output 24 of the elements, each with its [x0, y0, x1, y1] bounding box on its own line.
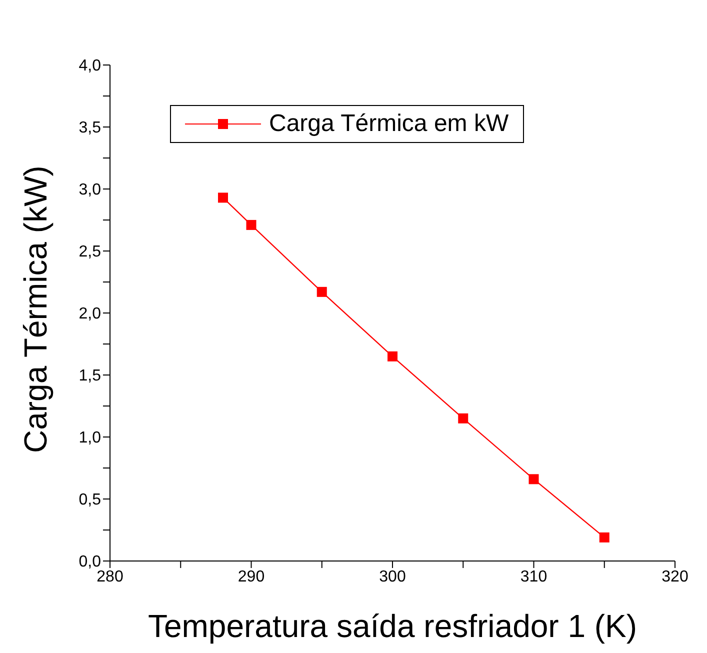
point [599, 532, 610, 542]
x-tick-label: 310 [520, 568, 548, 586]
x-axis-title: Temperatura saída resfriador 1 (K) [148, 608, 638, 644]
x-tick-label: 300 [379, 568, 406, 586]
point [458, 413, 468, 424]
y-axis-title: Carga Térmica (kW) [17, 166, 54, 453]
y-tick-label: 1,5 [78, 368, 102, 385]
point [316, 286, 327, 297]
y-tick-label: 1,0 [78, 430, 102, 447]
y-tick-label: 0,0 [78, 554, 102, 571]
y-tick-label: 0,5 [78, 492, 102, 509]
y-tick-label: 3,0 [78, 182, 102, 199]
x-tick-label: 290 [238, 568, 265, 586]
y-tick-label: 2,0 [78, 306, 102, 323]
x-tick-label: 320 [662, 568, 688, 586]
point [528, 474, 539, 484]
point [218, 192, 228, 203]
x-tick-label: 280 [96, 568, 124, 586]
point [246, 220, 256, 230]
legend-label: Carga Térmica em kW [269, 110, 509, 138]
point [388, 351, 398, 362]
y-tick-label: 2,5 [78, 244, 102, 261]
y-tick-label: 4,0 [78, 58, 102, 75]
y-tick-label: 3,5 [78, 120, 102, 137]
